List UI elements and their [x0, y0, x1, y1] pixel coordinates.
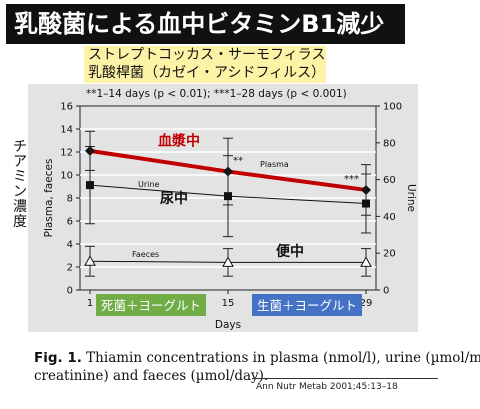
ylabel-char: ア: [13, 154, 27, 170]
period-label-bg-live: [252, 294, 362, 316]
citation-rule: [252, 378, 438, 379]
x-axis-label: Days: [215, 319, 241, 331]
bacteria-line-1: ストレプトコッカス・サーモフィラス: [88, 47, 326, 63]
left-tick-label: 0: [67, 286, 73, 297]
left-tick-label: 10: [60, 171, 73, 182]
left-tick-label: 12: [60, 148, 73, 159]
ylabel-char: チ: [13, 139, 27, 155]
x-tick-label: 1: [87, 298, 93, 309]
x-tick-label: 15: [222, 298, 235, 309]
right-tick-label: 80: [383, 138, 396, 149]
series-label-urine: Urine: [138, 180, 159, 189]
series-label-faeces: Faeces: [132, 250, 159, 259]
bacteria-line-2: 乳酸桿菌（カゼイ・アシドフィルス）: [88, 65, 326, 81]
right-tick-label: 20: [383, 249, 396, 260]
overlay-label-plasma: 血漿中: [158, 133, 200, 150]
citation: Ann Nutr Metab 2001;45:13–18: [256, 382, 398, 392]
data-point-urine: [362, 199, 370, 208]
x-tick-label: 29: [360, 298, 373, 309]
data-point-faeces: [84, 255, 96, 266]
figure-caption: Fig. 1. Thiamin concentrations in plasma…: [34, 349, 480, 385]
page-title: 乳酸菌による血中ビタミンB1減少: [6, 4, 405, 44]
ylabel-char: 濃: [13, 199, 27, 215]
left-tick-label: 2: [67, 263, 73, 274]
data-point-urine: [86, 181, 94, 190]
left-tick-label: 8: [67, 194, 73, 205]
ylabel-char: 度: [13, 214, 27, 230]
data-point-faeces: [222, 256, 234, 267]
left-tick-label: 6: [67, 217, 73, 228]
left-tick-label: 14: [60, 125, 73, 136]
overlay-label-urine: 尿中: [160, 190, 188, 207]
period-label-bg-killed: [96, 294, 206, 316]
significance-marker: **: [233, 156, 243, 167]
significance-note: **1–14 days (p < 0.01); ***1–28 days (p …: [86, 88, 347, 100]
data-point-faeces: [360, 256, 372, 267]
thiamin-chart: **1–14 days (p < 0.01); ***1–28 days (p …: [28, 84, 418, 332]
series-label-plasma: Plasma: [260, 160, 289, 169]
right-tick-label: 100: [383, 102, 402, 113]
caption-text-1: Thiamin concentrations in plasma (nmol/l…: [86, 350, 480, 366]
bacteria-label-box: ストレプトコッカス・サーモフィラス 乳酸桿菌（カゼイ・アシドフィルス）: [84, 46, 326, 83]
period-label-live: 生菌＋ヨーグルト: [257, 298, 357, 313]
figure-number: Fig. 1.: [34, 350, 82, 366]
ylabel-char: ミ: [13, 169, 27, 185]
right-tick-label: 0: [383, 286, 389, 297]
caption-line-1: Fig. 1. Thiamin concentrations in plasma…: [34, 349, 480, 367]
left-tick-label: 16: [60, 102, 73, 113]
right-tick-label: 60: [383, 175, 396, 186]
overlay-label-faeces: 便中: [276, 243, 304, 260]
data-point-urine: [224, 192, 232, 201]
y-axis-label-left: Plasma, faeces: [43, 159, 55, 238]
left-tick-label: 4: [67, 240, 73, 251]
right-tick-label: 40: [383, 212, 396, 223]
y-axis-label-japanese: チ ア ミ ン 濃 度: [10, 140, 30, 230]
caption-line-2: creatinine) and faeces (µmol/day).: [34, 368, 269, 384]
ylabel-char: ン: [13, 184, 27, 200]
period-label-killed: 死菌＋ヨーグルト: [101, 298, 201, 313]
significance-marker: ***: [344, 174, 359, 185]
y-axis-label-right: Urine: [405, 184, 417, 212]
